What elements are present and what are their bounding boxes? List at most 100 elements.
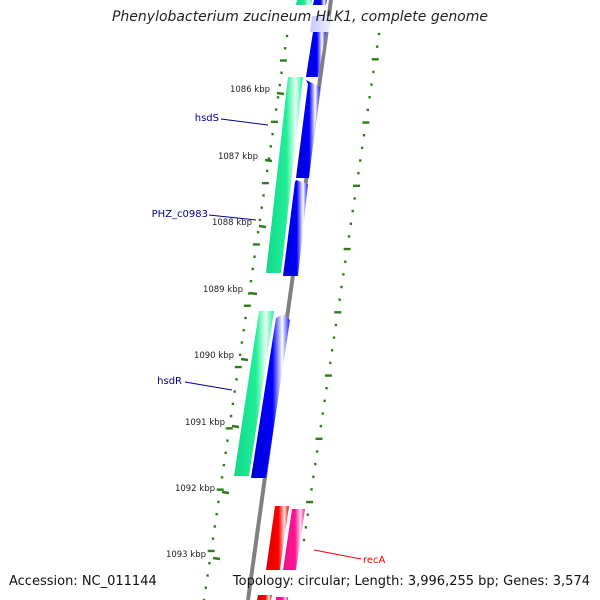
outer-track-mark xyxy=(325,387,328,390)
kbp-tick-label: 1093 kbp xyxy=(166,550,206,560)
inner-track-mark xyxy=(224,451,227,455)
kbp-tick-label: 1092 kbp xyxy=(175,484,215,494)
outer-track-mark xyxy=(302,538,306,542)
inner-track-mark xyxy=(283,47,287,50)
gene-label-PHZ_c0983[interactable]: PHZ_c0983 xyxy=(152,209,208,220)
kbp-tick-label: 1089 kbp xyxy=(203,285,243,295)
kbp-tick-label: 1087 kbp xyxy=(218,152,258,162)
outer-track-mark xyxy=(366,108,369,112)
outer-track-mark xyxy=(306,500,314,504)
inner-track-mark xyxy=(242,329,245,332)
kbp-tick-mark xyxy=(258,224,267,229)
kbp-tick-label: 1086 kbp xyxy=(230,85,270,95)
forward-cds-pale xyxy=(310,16,330,32)
outer-track-mark xyxy=(375,45,379,48)
outer-track-mark xyxy=(372,70,375,74)
inner-track-mark xyxy=(265,169,269,173)
gene-leader-line xyxy=(208,214,257,221)
inner-track-mark xyxy=(207,549,215,553)
outer-track-mark xyxy=(342,273,345,276)
outer-track-mark xyxy=(347,235,351,238)
forward-cds-PHZ_c0983 xyxy=(283,180,308,276)
reverse-strand-features xyxy=(234,0,312,600)
kbp-tick-mark xyxy=(212,556,221,561)
rna-reverse-recA xyxy=(283,509,305,570)
gene-label-recA[interactable]: recA xyxy=(363,555,386,566)
inner-track-mark xyxy=(202,598,206,600)
outer-track-mark xyxy=(349,222,353,225)
inner-track-mark xyxy=(249,280,253,283)
outer-track-mark xyxy=(362,134,366,137)
kbp-tick-mark xyxy=(264,158,273,163)
gene-label-hsdS[interactable]: hsdS xyxy=(195,113,219,124)
kbp-ticks: 1086 kbp 1087 kbp 1088 kbp 1089 kbp 1090 kbp… xyxy=(166,85,285,561)
inner-track-mark xyxy=(226,439,229,442)
gene-leader-line xyxy=(220,118,269,126)
inner-track-mark xyxy=(206,574,209,577)
outer-track-mark xyxy=(360,146,364,150)
outer-track-mark xyxy=(332,336,336,339)
outer-track-mark xyxy=(329,361,332,365)
kbp-tick-label: 1088 kbp xyxy=(212,218,252,228)
outer-track-mark xyxy=(319,424,323,428)
kbp-tick-mark xyxy=(249,291,258,296)
kbp-tick-label: 1090 kbp xyxy=(194,351,234,361)
inner-track-mark xyxy=(285,34,289,38)
outer-track-mark xyxy=(306,513,309,516)
inner-track-mark xyxy=(262,194,265,197)
kbp-tick-mark xyxy=(221,490,230,495)
inner-track-mark xyxy=(269,145,272,148)
inner-track-mark xyxy=(238,353,242,356)
outer-track-mark xyxy=(321,412,324,415)
reverse-cds-hsdS xyxy=(266,77,303,273)
inner-track-mark xyxy=(247,292,251,295)
inner-track-mark xyxy=(280,71,283,74)
inner-track-mark xyxy=(217,500,220,504)
inner-track-mark xyxy=(215,512,218,516)
inner-track-mark xyxy=(213,525,217,528)
inner-track-mark xyxy=(252,243,260,246)
inner-track-mark xyxy=(229,414,233,418)
reverse-cds-top xyxy=(296,0,312,5)
outer-track-mark xyxy=(368,96,371,99)
outer-track-mark xyxy=(324,374,332,377)
gene-leader-line xyxy=(313,549,362,560)
inner-track-mark xyxy=(231,402,235,406)
outer-track-mark xyxy=(353,184,360,187)
inner-track-mark xyxy=(279,59,287,62)
outer-track-mark xyxy=(359,159,362,162)
inner-track-mark xyxy=(267,157,271,160)
inner-track-mark xyxy=(208,562,211,565)
inner-dotted-track xyxy=(202,34,289,600)
inner-track-mark xyxy=(235,378,238,381)
kbp-tick-mark xyxy=(231,424,240,429)
outer-track-mark xyxy=(343,247,351,251)
outer-track-mark xyxy=(304,526,308,529)
outer-track-mark xyxy=(330,349,334,352)
gene-label-hsdR[interactable]: hsdR xyxy=(157,376,182,387)
reverse-cds-hsdR xyxy=(234,311,274,476)
inner-track-mark xyxy=(234,365,242,369)
rna-forward-bottom xyxy=(257,595,272,600)
inner-track-mark xyxy=(211,537,215,540)
inner-track-mark xyxy=(274,108,278,111)
inner-track-mark xyxy=(243,304,251,307)
forward-cds-hsdR xyxy=(251,314,290,478)
outer-track-mark xyxy=(312,475,315,478)
topology-text: Topology: circular; Length: 3,996,255 bp… xyxy=(232,574,590,589)
inner-track-mark xyxy=(233,390,236,393)
inner-track-mark xyxy=(276,96,280,99)
outer-track-mark xyxy=(344,260,347,263)
inner-track-mark xyxy=(244,316,247,320)
outer-track-mark xyxy=(334,311,342,314)
inner-track-mark xyxy=(256,230,260,234)
kbp-tick-mark xyxy=(276,91,285,96)
outer-dotted-track xyxy=(302,32,381,542)
outer-track-mark xyxy=(315,450,319,453)
outer-track-mark xyxy=(353,197,356,200)
inner-track-mark xyxy=(278,83,281,87)
inner-track-mark xyxy=(253,255,256,258)
rna-forward-recA xyxy=(266,506,289,570)
